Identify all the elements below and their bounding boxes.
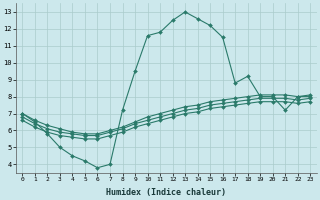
X-axis label: Humidex (Indice chaleur): Humidex (Indice chaleur) — [106, 188, 226, 197]
